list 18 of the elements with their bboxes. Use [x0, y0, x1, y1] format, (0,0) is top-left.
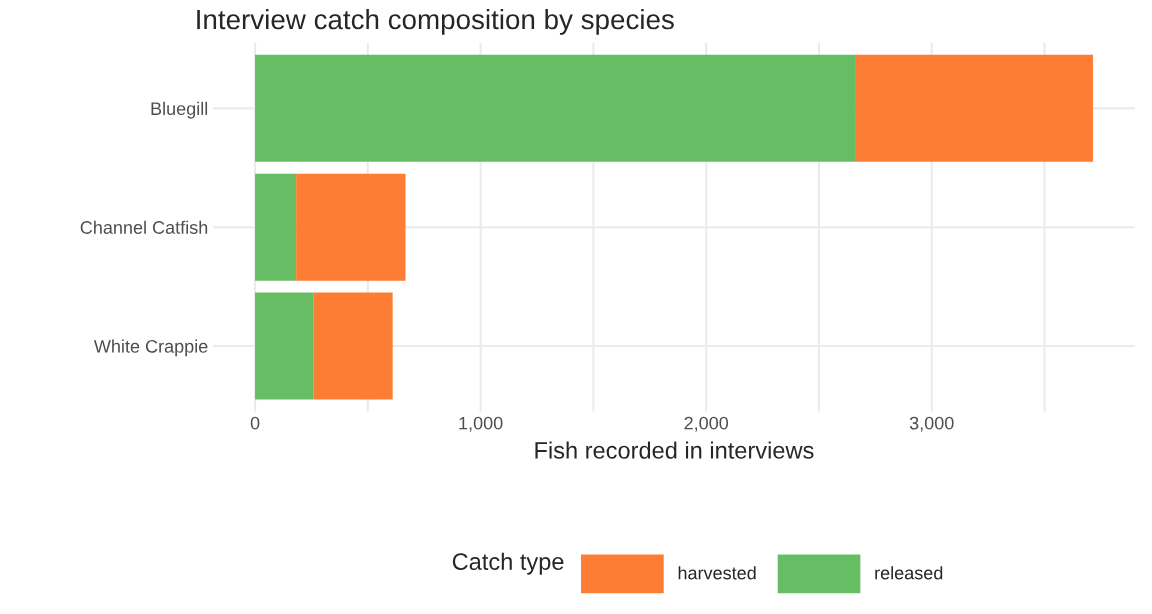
bar — [255, 173, 297, 281]
legend-label: harvested — [678, 566, 756, 580]
bar — [855, 54, 1093, 162]
x-axis-title: Fish recorded in interviews — [535, 441, 814, 459]
chart-title: Interview catch composition by species — [197, 8, 674, 35]
x-tick-label: 0 — [250, 416, 260, 430]
bar — [296, 173, 406, 281]
y-tick-label: Bluegill — [151, 101, 208, 119]
x-tick-label: 3,000 — [909, 416, 954, 432]
legend-title: Catch type — [452, 552, 564, 575]
x-tick-label: 1,000 — [459, 416, 503, 432]
y-tick-label: White Crappie — [93, 339, 208, 357]
y-tick-label: Channel Catfish — [80, 220, 208, 234]
x-tick-label: 2,000 — [684, 416, 729, 432]
bar — [313, 292, 393, 400]
legend-label: released — [875, 566, 943, 580]
bar — [255, 292, 314, 400]
bar — [255, 54, 856, 162]
